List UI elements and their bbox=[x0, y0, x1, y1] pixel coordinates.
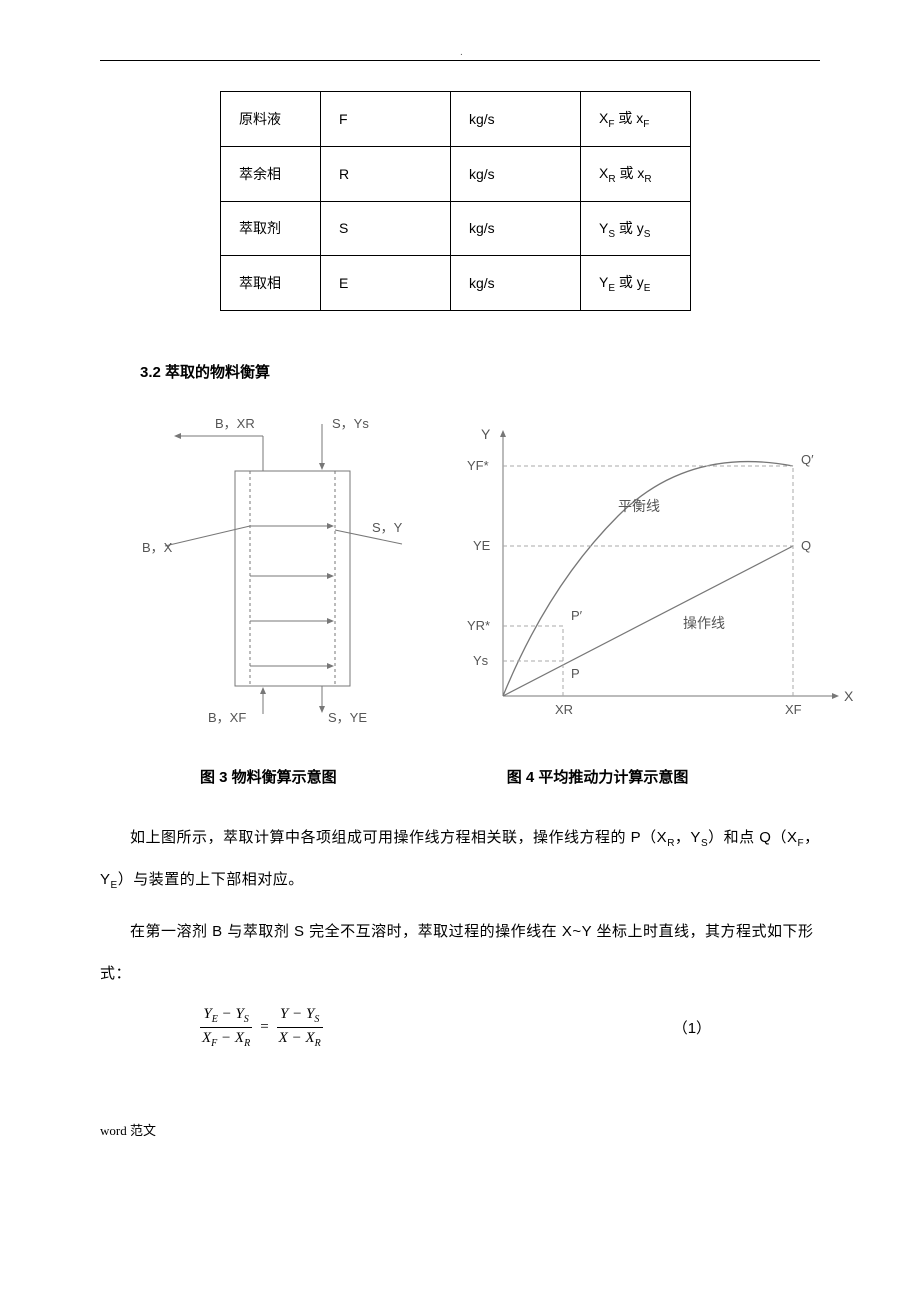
svg-text:B，X: B，X bbox=[142, 540, 173, 555]
svg-text:YF*: YF* bbox=[467, 458, 489, 473]
figure-3: B，XR S，Ys B，XF S，YE B，X S，Y bbox=[140, 406, 440, 731]
paragraph-1: 如上图所示，萃取计算中各项组成可用操作线方程相关联，操作线方程的 P（XR，YS… bbox=[100, 817, 820, 901]
header-rule: . bbox=[100, 60, 820, 61]
svg-text:XF: XF bbox=[785, 702, 802, 717]
svg-text:B，XF: B，XF bbox=[208, 710, 246, 725]
equation-1: YE − YS XF − XR = Y − YS X − XR （1） bbox=[200, 1005, 820, 1050]
table-row: 萃余相Rkg/sXR 或 xR bbox=[221, 146, 691, 201]
svg-text:P: P bbox=[571, 666, 580, 681]
table-row: 萃取剂Skg/sYS 或 yS bbox=[221, 201, 691, 256]
table-row: 原料液Fkg/sXF 或 xF bbox=[221, 92, 691, 147]
svg-text:S，Ys: S，Ys bbox=[332, 416, 369, 431]
svg-text:XR: XR bbox=[555, 702, 573, 717]
definitions-table: 原料液Fkg/sXF 或 xF萃余相Rkg/sXR 或 xR萃取剂Skg/sYS… bbox=[220, 91, 691, 311]
svg-text:Q′: Q′ bbox=[801, 452, 814, 467]
svg-text:平衡线: 平衡线 bbox=[618, 498, 660, 514]
svg-text:P′: P′ bbox=[571, 608, 583, 623]
figure-3-caption: 图 3 物料衡算示意图 bbox=[200, 766, 337, 787]
table-row: 萃取相Ekg/sYE 或 yE bbox=[221, 256, 691, 311]
svg-text:Q: Q bbox=[801, 538, 811, 553]
svg-text:B，XR: B，XR bbox=[215, 416, 255, 431]
svg-text:S，YE: S，YE bbox=[328, 710, 367, 725]
figure-4: X Y YF* YE YR* Ys XR XF P P′ Q Q′ 平衡线操作线 bbox=[458, 406, 858, 731]
svg-text:S，Y: S，Y bbox=[372, 520, 403, 535]
footer-text: word 范文 bbox=[100, 1120, 820, 1139]
equation-number: （1） bbox=[673, 1017, 711, 1038]
paragraph-2: 在第一溶剂 B 与萃取剂 S 完全不互溶时，萃取过程的操作线在 X~Y 坐标上时… bbox=[100, 911, 820, 995]
svg-text:Y: Y bbox=[481, 426, 491, 442]
figure-4-caption: 图 4 平均推动力计算示意图 bbox=[507, 766, 689, 787]
svg-text:YR*: YR* bbox=[467, 618, 490, 633]
svg-text:Ys: Ys bbox=[473, 653, 489, 668]
svg-text:X: X bbox=[844, 688, 854, 704]
svg-text:操作线: 操作线 bbox=[683, 615, 725, 631]
svg-text:YE: YE bbox=[473, 538, 491, 553]
section-heading: 3.2 萃取的物料衡算 bbox=[140, 361, 820, 382]
